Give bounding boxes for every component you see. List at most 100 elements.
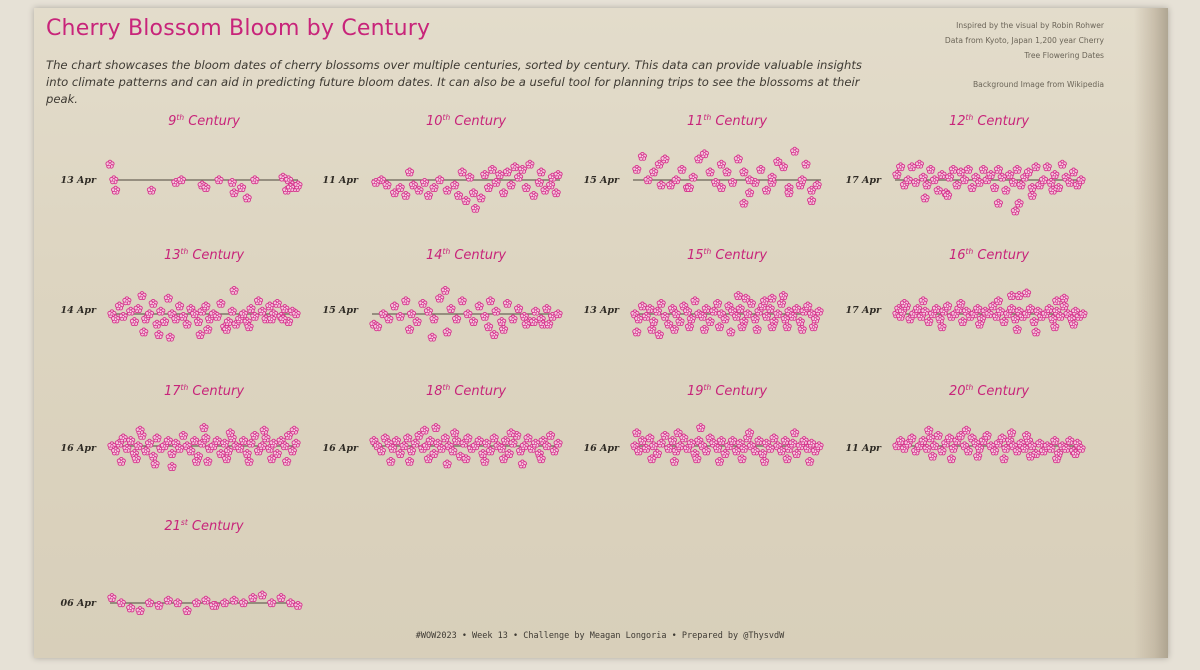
bloom-point	[195, 330, 205, 340]
bloom-point	[944, 172, 955, 182]
bloom-point	[690, 296, 700, 306]
bloom-point	[111, 185, 121, 195]
bloom-point	[395, 449, 405, 459]
bloom-point	[960, 175, 970, 185]
bloom-point	[163, 293, 173, 303]
bloom-point	[482, 438, 492, 448]
bloom-point	[126, 603, 136, 613]
bloom-point	[420, 425, 430, 435]
bloom-point	[229, 595, 239, 605]
bloom-point	[246, 438, 256, 448]
bloom-point	[291, 438, 301, 448]
bloom-point	[677, 164, 687, 174]
bloom-point	[807, 438, 817, 448]
panel-title: 11th Century	[687, 113, 767, 129]
bloom-point	[457, 167, 467, 177]
bloom-point	[928, 451, 938, 461]
bloom-point	[993, 164, 1003, 174]
bloom-point	[654, 330, 664, 340]
bloom-point	[182, 606, 192, 616]
credit-inspired: Inspired by the visual by Robin Rohwer	[956, 21, 1104, 30]
bloom-point	[220, 438, 230, 448]
median-date-label: 15 Apr	[583, 175, 620, 186]
bloom-point	[480, 170, 490, 180]
bloom-point	[401, 296, 411, 306]
panel-century-21: 21st Century 06 Apr	[60, 518, 303, 616]
bloom-point	[423, 306, 433, 316]
bloom-point	[497, 317, 507, 327]
median-date-label: 16 Apr	[322, 443, 359, 454]
bloom-point	[814, 306, 824, 316]
bloom-point	[502, 167, 512, 177]
panel-century-17: 17th Century 16 Apr	[60, 383, 301, 472]
bloom-point	[133, 304, 143, 314]
median-date-label: 14 Apr	[60, 305, 97, 316]
bloom-point	[116, 456, 126, 466]
bloom-point	[1035, 438, 1045, 448]
bloom-point	[126, 436, 136, 446]
bloom-point	[450, 180, 460, 190]
bloom-point	[937, 446, 947, 456]
median-date-label: 17 Apr	[845, 305, 882, 316]
bloom-point	[637, 436, 647, 446]
bloom-point	[656, 438, 666, 448]
median-date-label: 06 Apr	[60, 598, 97, 609]
bloom-point	[776, 298, 787, 308]
bloom-point	[163, 595, 173, 605]
bloom-point	[135, 425, 145, 435]
bloom-point	[899, 298, 909, 308]
bloom-point	[709, 306, 719, 316]
bloom-point	[223, 446, 233, 456]
panel-title: 9th Century	[168, 113, 240, 129]
bloom-point	[814, 441, 824, 451]
bloom-point	[1007, 304, 1017, 314]
bloom-point	[896, 162, 906, 172]
bloom-point	[767, 293, 777, 303]
bloom-point	[135, 606, 145, 616]
bloom-point	[489, 330, 499, 340]
bloom-point	[457, 296, 467, 306]
bloom-point	[144, 309, 155, 319]
bloom-point	[406, 446, 417, 456]
bloom-point	[782, 322, 792, 332]
median-date-label: 15 Apr	[322, 305, 359, 316]
bloom-point	[933, 185, 943, 195]
bloom-point	[280, 304, 290, 314]
bloom-point	[293, 180, 303, 190]
bloom-point	[144, 438, 155, 448]
bloom-point	[745, 428, 755, 438]
bloom-point	[684, 322, 694, 332]
bloom-point	[105, 159, 115, 169]
bloom-point	[199, 423, 209, 433]
bloom-point	[743, 309, 753, 319]
bloom-point	[238, 598, 249, 608]
bloom-point	[531, 306, 541, 316]
bloom-point	[892, 170, 902, 180]
bloom-point	[1027, 190, 1037, 200]
bloom-point	[246, 304, 256, 314]
bloom-point	[997, 433, 1007, 443]
bloom-point	[660, 154, 670, 164]
bloom-point	[536, 167, 546, 177]
bloom-point	[896, 436, 906, 446]
bloom-point	[1059, 293, 1069, 303]
bloom-point	[973, 451, 983, 461]
bloom-point	[675, 317, 685, 327]
bloom-point	[926, 433, 936, 443]
bloom-point	[952, 180, 962, 190]
bloom-point	[699, 149, 709, 159]
bloom-point	[529, 190, 539, 200]
bloom-point	[1022, 288, 1032, 298]
bloom-point	[754, 436, 764, 446]
bloom-point	[238, 436, 249, 446]
bloom-point	[517, 164, 527, 174]
bloom-point	[686, 438, 696, 448]
bloom-point	[929, 441, 940, 451]
bloom-point	[1023, 167, 1034, 177]
bloom-point	[1027, 183, 1037, 193]
panel-century-9: 9th Century 13 Apr	[60, 113, 303, 203]
bloom-point	[767, 172, 777, 182]
bloom-point	[1012, 324, 1022, 334]
bloom-point	[510, 162, 520, 172]
